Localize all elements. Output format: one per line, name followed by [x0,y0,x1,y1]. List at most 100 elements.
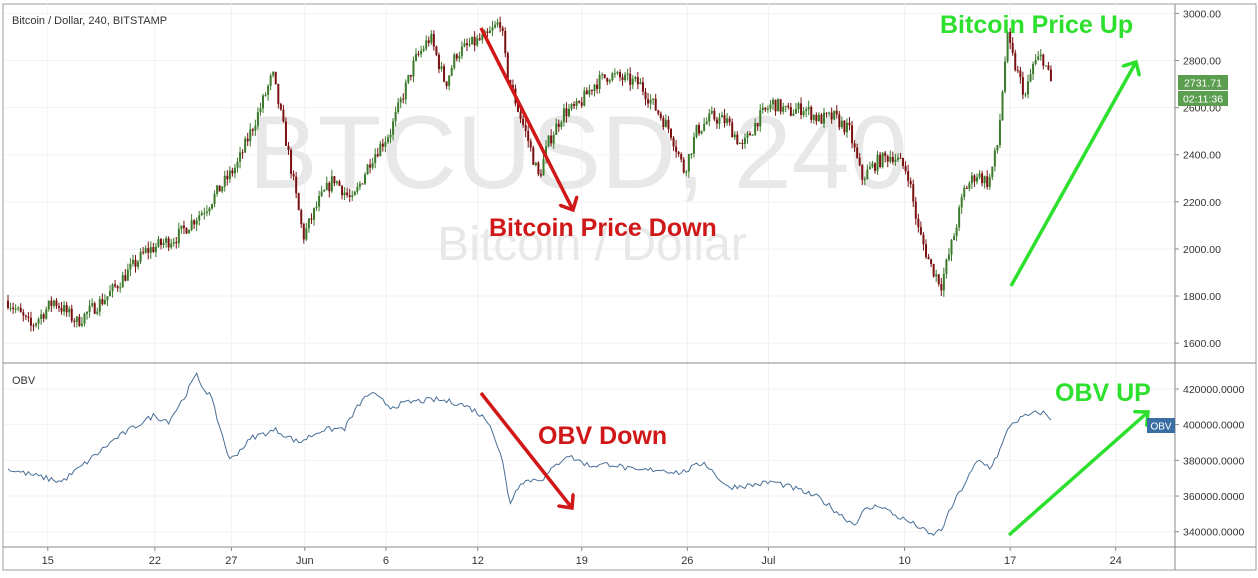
candle-body [172,242,175,244]
watermark-description: Bitcoin / Dollar [437,218,746,271]
candle-body [557,123,560,127]
candle-body [147,248,150,253]
candle-body [63,305,66,312]
price-up-label: Bitcoin Price Up [940,11,1133,39]
candle-body [188,229,191,234]
watermark-symbol: BTCUSD, 240 [249,95,908,211]
time-axis-label: 10 [898,555,910,567]
candle-body [144,248,147,253]
candle-body [560,122,563,127]
candle-body [160,239,162,245]
candle-body [35,323,38,326]
candle-body [721,115,723,118]
candle-body [42,314,45,319]
candle-body [876,154,879,171]
candle-body [619,72,621,78]
candle-body [463,43,466,47]
candle-body [109,291,111,297]
chart-frame [2,3,1257,571]
candle-body [468,44,471,46]
price-axis-label: 1800.00 [1183,291,1221,303]
candle-body [539,174,542,176]
candle-body [351,195,354,197]
candle-body [634,77,637,79]
candle-body [588,89,591,95]
candle-body [60,307,63,312]
candle-body [853,143,856,148]
candle-body [111,284,114,292]
candle-body [394,111,397,122]
obv-down-arrow [479,391,572,508]
candle-body [522,118,525,125]
candle-body [573,104,576,106]
candle-body [142,251,145,253]
candle-body [264,94,267,96]
candle-body [866,169,869,179]
candle-body [392,121,395,135]
candle-body [1049,69,1052,82]
indicator-title: OBV [12,375,36,387]
candle-body [685,171,688,173]
candle-body [295,176,298,194]
candle-body [606,77,609,82]
candle-body [930,259,933,265]
candle-body [185,228,188,234]
candle-body [879,154,882,167]
candle-body [262,95,264,109]
candle-body [305,228,308,240]
candle-body [789,107,792,116]
candle-body [88,305,91,313]
candle-body [575,100,578,106]
candle-body [715,119,718,124]
candle-body [52,300,55,306]
candle-body [55,300,58,307]
candle-body [733,134,736,138]
obv-last-badge-label: OBV [1150,422,1171,433]
candle-body [381,143,384,147]
candle-body [675,146,678,152]
candle-body [794,109,797,114]
candle-body [547,135,550,147]
candle-body [374,154,377,163]
candle-body [180,225,183,229]
candle-body [555,123,558,135]
candle-body [73,320,76,322]
candle-body [823,112,825,124]
obv-last-badge [1147,418,1175,433]
candle-body [787,105,790,108]
candle-body [162,242,165,245]
candle-body [37,319,40,324]
time-axis-label: 27 [225,555,237,567]
candle-body [603,74,606,78]
candle-body [608,80,611,82]
candle-body [412,60,415,77]
candle-body [93,303,96,314]
candle-body [361,183,364,185]
candle-body [807,107,810,110]
candle-body [397,102,400,112]
candle-body [815,114,818,122]
candle-body [687,154,690,172]
candle-body [792,113,795,116]
candle-body [820,114,823,124]
candle-body [83,313,86,324]
candle-body [641,82,644,92]
candle-body [473,36,476,46]
candle-body [532,147,535,165]
price-axis-label: 2200.00 [1183,197,1221,209]
candle-body [723,115,726,124]
candle-body [1024,94,1027,96]
candle-body [718,117,721,124]
candle-body [889,156,892,162]
candle-body [1019,70,1022,78]
time-axis-label: 6 [383,555,389,567]
candle-body [927,257,930,260]
candle-body [550,135,553,144]
obv-axis-label: 340000.0000 [1183,527,1244,539]
candle-body [501,27,504,32]
candle-body [726,118,729,124]
candle-body [754,123,757,135]
candle-body [216,185,219,194]
candle-body [830,112,833,120]
